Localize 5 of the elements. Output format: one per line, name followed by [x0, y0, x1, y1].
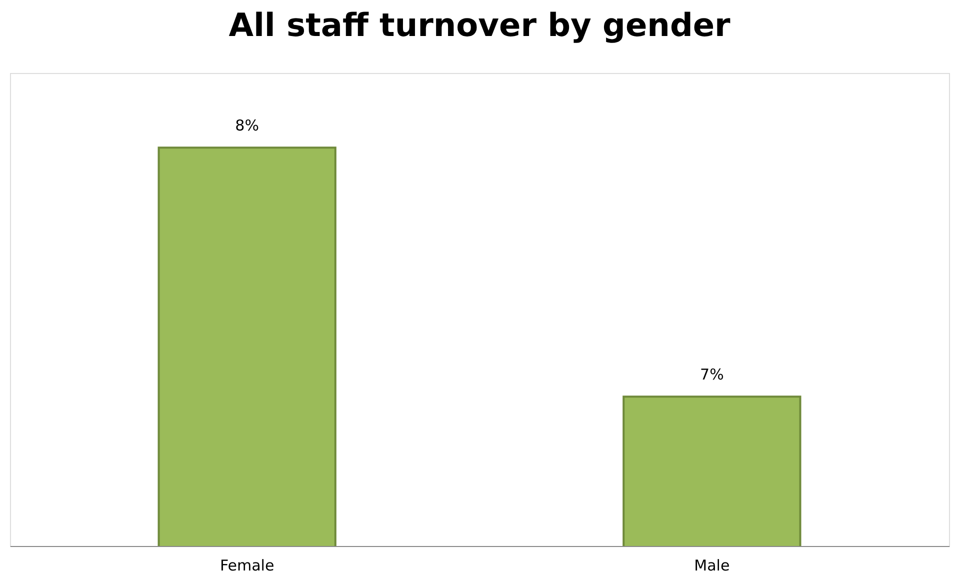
data-label: 7%	[700, 366, 724, 384]
data-label: 8%	[235, 116, 259, 135]
x-tick-label: Female	[220, 556, 274, 574]
chart-title: All staff turnover by gender	[228, 6, 731, 44]
x-tick-label: Male	[694, 556, 730, 574]
